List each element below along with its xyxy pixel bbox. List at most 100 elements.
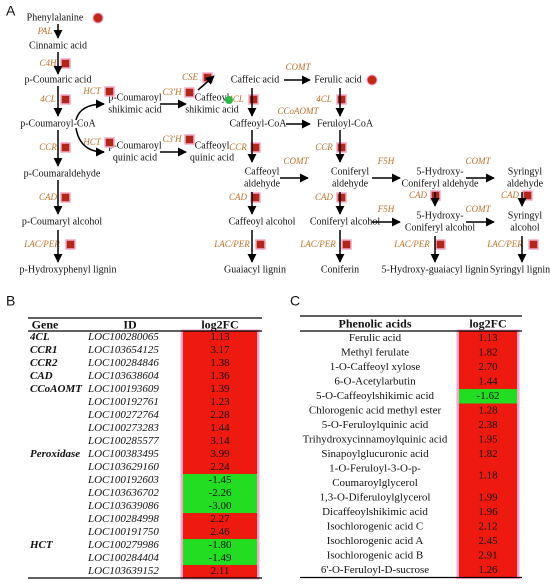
log2fc: 1.44 <box>210 422 230 434</box>
log2fc: 1.44 <box>478 375 498 387</box>
log2fc: 1.99 <box>478 491 498 503</box>
compound: Caffeoyl <box>245 166 280 177</box>
enzyme: CCoAOMT <box>277 106 319 116</box>
enzyme: LAC/PER <box>23 239 60 249</box>
gene-id: LOC100192761 <box>87 396 159 408</box>
value-cell <box>459 432 517 447</box>
heatmap-cell <box>60 58 71 69</box>
arrow <box>197 75 215 91</box>
compound: p-Coumaroyl-CoA <box>20 118 96 129</box>
value-cell <box>459 548 517 563</box>
log2fc: 1.82 <box>478 346 497 358</box>
heatmap-cell <box>104 137 115 148</box>
enzyme: CAD <box>501 190 520 200</box>
value-cell <box>183 344 257 357</box>
enzyme: CCR <box>229 142 247 152</box>
gene-id: LOC103639086 <box>87 500 159 512</box>
gene-id: LOC100280065 <box>87 331 159 343</box>
value-cell <box>183 526 257 539</box>
heatmap-cell <box>104 86 115 97</box>
enzyme: C4H <box>39 58 57 68</box>
gene-table: 4CL LOC100280065 1.13 CCR1 LOC103654125 3.17 C… <box>28 317 262 580</box>
compound: quinic acid <box>190 152 234 163</box>
value-cell <box>183 487 257 500</box>
gene-id: LOC100383495 <box>87 448 159 460</box>
compound: Coniferyl <box>331 166 370 177</box>
heatmap-cell <box>60 192 71 203</box>
value-cell <box>183 539 257 552</box>
value-cell <box>183 552 257 565</box>
gene-id: LOC100192603 <box>87 474 159 486</box>
compound: Coniferin <box>321 264 359 275</box>
metabolite-marker <box>366 74 378 86</box>
value-cell <box>459 360 517 375</box>
enzyme: CAD <box>409 190 428 200</box>
compound-name: Isochlorogenic acid B <box>327 549 424 561</box>
log2fc: 1.13 <box>478 332 498 344</box>
log2fc: 1.23 <box>210 396 230 408</box>
enzyme: COMT <box>285 62 311 72</box>
enzyme: C3'H <box>163 134 182 144</box>
header: ID <box>123 317 137 331</box>
enzyme: F5H <box>377 204 395 214</box>
panel-label: A <box>6 3 16 19</box>
log2fc: 3.99 <box>210 448 230 460</box>
panel-label: C <box>290 293 300 309</box>
enzyme: CAD <box>229 192 248 202</box>
log2fc: 1.28 <box>478 404 498 416</box>
value-cell <box>459 403 517 418</box>
value-cell <box>459 418 517 433</box>
compound: Caffeoyl <box>195 92 230 103</box>
value-cell <box>183 435 257 448</box>
value-cell <box>183 409 257 422</box>
log2fc: 2.46 <box>210 526 230 538</box>
compound: p-Coumaric acid <box>25 74 92 85</box>
value-cell <box>459 534 517 549</box>
log2fc: 2.11 <box>211 565 230 577</box>
compound: Ferulic acid <box>314 74 361 85</box>
compound: Coniferyl aldehyde <box>402 178 479 189</box>
value-cell <box>183 565 257 578</box>
heatmap-cell <box>336 142 347 153</box>
enzyme: 4CL <box>40 94 56 104</box>
compound: 5-Hydroxy- <box>416 166 463 177</box>
compound-name: Dicaffeoylshikimic acid <box>322 506 428 518</box>
value-cell <box>183 474 257 487</box>
enzyme: C3'H <box>163 87 182 97</box>
gene-id: LOC100193609 <box>87 383 159 395</box>
log2fc: 2.38 <box>478 419 498 431</box>
enzyme: LAC/PER <box>486 239 523 249</box>
log2fc: 1.96 <box>478 506 498 518</box>
compound-name: 1-O-Caffeoyl xylose <box>330 361 421 373</box>
log2fc: 1.13 <box>210 331 230 343</box>
compound: p-Coumaraldehyde <box>24 168 101 179</box>
enzyme: HCT <box>82 137 102 147</box>
heatmap-cell <box>255 239 266 250</box>
log2fc: -1.49 <box>209 552 232 564</box>
value-cell <box>459 331 517 346</box>
value-cell <box>459 461 517 491</box>
enzyme: LAC/PER <box>299 239 336 249</box>
gene-id: LOC100191750 <box>87 526 159 538</box>
compound-name: Ferulic acid <box>349 332 402 344</box>
log2fc: 2.28 <box>210 409 230 421</box>
heatmap-cell <box>250 192 261 203</box>
log2fc: 1.36 <box>210 370 230 382</box>
enzyme: CAD <box>315 192 334 202</box>
enzyme: 4CL <box>316 94 332 104</box>
heatmap-cell <box>184 87 195 98</box>
log2fc: 3.17 <box>210 344 230 356</box>
value-cell <box>459 563 517 578</box>
heatmap-cell <box>336 192 347 203</box>
log2fc: -1.80 <box>209 539 232 551</box>
heatmap-cell <box>60 94 71 105</box>
header: log2FC <box>469 316 506 330</box>
gene: 4CL <box>29 331 50 343</box>
value-cell <box>183 370 257 383</box>
gene-id: LOC100285577 <box>87 435 159 447</box>
enzyme: F5H <box>377 156 395 166</box>
compound: Coniferyl alcohol <box>310 216 380 227</box>
compound: p-Coumaroyl <box>108 140 162 151</box>
metabolite-marker <box>225 96 233 104</box>
value-cell <box>459 447 517 462</box>
